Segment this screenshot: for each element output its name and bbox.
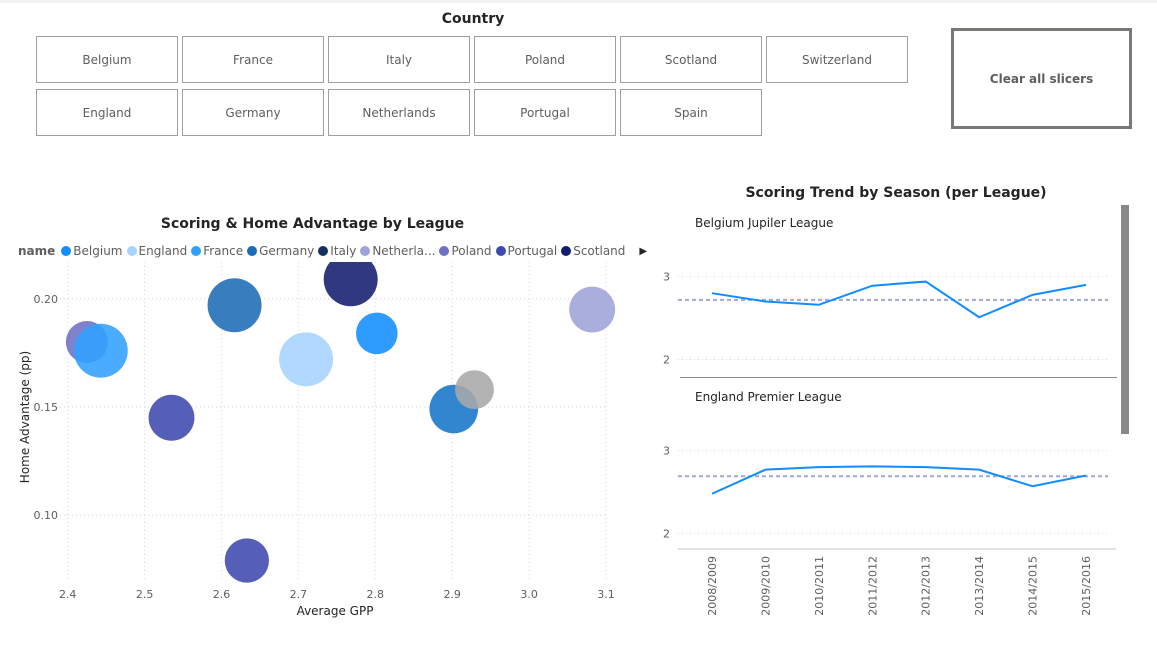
trend-y-tick-label: 3 xyxy=(663,445,670,458)
legend-label: Italy xyxy=(330,244,357,258)
legend-title: name xyxy=(18,244,56,258)
legend-item-italy[interactable]: Italy xyxy=(318,244,356,258)
slicer-item-belgium[interactable]: Belgium xyxy=(36,36,178,83)
panel-label-england: England Premier League xyxy=(695,390,842,404)
legend-item-netherlands[interactable]: Netherla... xyxy=(360,244,435,258)
trend-line-england[interactable] xyxy=(711,465,1087,495)
legend-label: Netherla... xyxy=(372,244,436,258)
bubble-portugal[interactable] xyxy=(148,394,195,441)
bubble-switzerland[interactable] xyxy=(455,370,494,410)
legend-label: Germany xyxy=(259,244,315,258)
legend-label: Scotland xyxy=(573,244,626,258)
legend-swatch xyxy=(561,246,572,256)
season-tick-label: 2010/2011 xyxy=(813,556,826,616)
legend-label: Belgium xyxy=(73,244,123,258)
scatter-chart[interactable]: 2.4 2.5 2.6 2.7 2.8 2.9 3.0 3.1 0.10 0.15 0.20 Aver… xyxy=(0,262,640,622)
legend-swatch xyxy=(126,246,137,256)
season-tick-label: 2008/2009 xyxy=(706,556,719,616)
legend-swatch xyxy=(247,246,258,256)
x-tick-label: 2.9 xyxy=(443,588,461,601)
trend-chart[interactable]: 2 3 2 3 2008/2009 2009/2010 2010/2011 2011/2012… xyxy=(640,260,1120,620)
x-tick-label: 3.0 xyxy=(520,588,538,601)
bubble-portugal[interactable] xyxy=(224,538,270,583)
legend-swatch xyxy=(191,246,202,256)
season-tick-label: 2015/2016 xyxy=(1080,556,1093,616)
clear-slicers-button[interactable]: Clear all slicers xyxy=(951,28,1132,129)
slicer-item-france[interactable]: France xyxy=(182,36,324,83)
x-tick-label: 2.4 xyxy=(59,588,77,601)
y-tick-label: 0.15 xyxy=(34,401,59,414)
legend-label: England xyxy=(138,244,188,258)
season-tick-label: 2009/2010 xyxy=(759,556,772,616)
slicer-item-poland[interactable]: Poland xyxy=(474,36,616,83)
legend-item-poland[interactable]: Poland xyxy=(439,244,492,258)
legend-item-france[interactable]: France xyxy=(191,244,243,258)
slicer-item-netherlands[interactable]: Netherlands xyxy=(328,89,470,136)
trend-title: Scoring Trend by Season (per League) xyxy=(745,185,1047,201)
x-tick-label: 2.7 xyxy=(290,588,308,601)
legend-item-belgium[interactable]: Belgium xyxy=(61,244,123,258)
legend-label: France xyxy=(203,244,244,258)
y-axis-label: Home Advantage (pp) xyxy=(18,351,32,483)
legend-next-arrow-icon[interactable]: ▶ xyxy=(639,245,648,257)
trend-line-belgium[interactable] xyxy=(711,280,1087,319)
bubble-scotland[interactable] xyxy=(323,262,378,307)
top-border xyxy=(0,0,1157,3)
legend-item-germany[interactable]: Germany xyxy=(247,244,314,258)
bubble-germany[interactable] xyxy=(207,278,262,333)
x-tick-label: 2.6 xyxy=(213,588,231,601)
x-tick-label: 2.8 xyxy=(367,588,385,601)
x-tick-label: 3.1 xyxy=(597,588,615,601)
scatter-legend: name Belgium England France Germany Italy Net… xyxy=(18,243,647,259)
slicer-item-germany[interactable]: Germany xyxy=(182,89,324,136)
legend-item-england[interactable]: England xyxy=(126,244,188,258)
y-tick-label: 0.20 xyxy=(34,293,59,306)
bubble-netherlands[interactable] xyxy=(569,286,616,333)
slicer-title: Country xyxy=(441,11,505,27)
bubble-belgium[interactable] xyxy=(356,312,398,355)
x-tick-label: 2.5 xyxy=(136,588,154,601)
bubble-france[interactable] xyxy=(73,323,128,378)
trend-y-tick-label: 3 xyxy=(663,271,670,284)
legend-swatch xyxy=(318,246,329,256)
legend-swatch xyxy=(360,246,371,256)
slicer-item-switzerland[interactable]: Switzerland xyxy=(766,36,908,83)
x-axis-label: Average GPP xyxy=(297,604,374,618)
trend-y-tick-label: 2 xyxy=(663,528,670,541)
scatter-title: Scoring & Home Advantage by League xyxy=(160,216,465,232)
legend-swatch xyxy=(61,246,72,256)
panel-divider xyxy=(680,377,1117,378)
legend-label: Portugal xyxy=(507,244,558,258)
bubble-england[interactable] xyxy=(279,332,334,387)
trend-y-tick-label: 2 xyxy=(663,354,670,367)
season-tick-label: 2011/2012 xyxy=(866,556,879,616)
panel-scrollbar[interactable] xyxy=(1121,205,1129,434)
slicer-item-scotland[interactable]: Scotland xyxy=(620,36,762,83)
legend-swatch xyxy=(439,246,450,256)
slicer-item-italy[interactable]: Italy xyxy=(328,36,470,83)
legend-item-portugal[interactable]: Portugal xyxy=(495,244,558,258)
slicer-item-england[interactable]: England xyxy=(36,89,178,136)
slicer-item-portugal[interactable]: Portugal xyxy=(474,89,616,136)
y-tick-label: 0.10 xyxy=(34,509,59,522)
season-tick-label: 2012/2013 xyxy=(920,556,933,616)
season-tick-label: 2014/2015 xyxy=(1027,556,1040,616)
panel-label-belgium: Belgium Jupiler League xyxy=(695,216,834,230)
legend-item-scotland[interactable]: Scotland xyxy=(561,244,625,258)
slicer-item-spain[interactable]: Spain xyxy=(620,89,762,136)
legend-label: Poland xyxy=(451,244,492,258)
season-tick-label: 2013/2014 xyxy=(973,556,986,616)
legend-swatch xyxy=(495,246,506,256)
